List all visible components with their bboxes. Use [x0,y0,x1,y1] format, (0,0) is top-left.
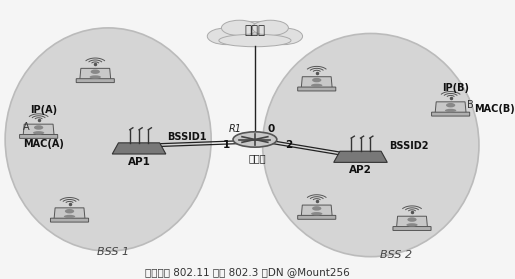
Text: BSS 2: BSS 2 [381,250,413,260]
Ellipse shape [90,75,101,79]
Polygon shape [397,216,427,227]
Ellipse shape [233,132,277,147]
Ellipse shape [65,209,74,213]
Text: AP1: AP1 [128,157,150,167]
Polygon shape [435,102,466,113]
Text: MAC(B): MAC(B) [474,104,514,114]
Ellipse shape [34,125,43,130]
Ellipse shape [263,33,479,257]
Text: 链路上的 802.11 帧和 802.3 帧DN @Mount256: 链路上的 802.11 帧和 802.3 帧DN @Mount256 [145,267,350,277]
Polygon shape [80,68,111,80]
Text: BSSID2: BSSID2 [389,141,428,151]
Text: R1: R1 [229,124,242,134]
Polygon shape [301,77,332,88]
Ellipse shape [312,206,321,211]
Text: MAC(A): MAC(A) [23,139,64,149]
Ellipse shape [64,215,75,218]
Ellipse shape [264,28,303,45]
Text: IP(A): IP(A) [30,105,57,115]
FancyBboxPatch shape [50,218,89,222]
Polygon shape [334,151,387,162]
FancyBboxPatch shape [298,87,336,91]
Text: BSSID1: BSSID1 [167,132,207,142]
Text: 0: 0 [268,124,275,134]
Ellipse shape [446,103,455,107]
Ellipse shape [91,69,100,74]
Ellipse shape [406,223,418,227]
Polygon shape [54,208,85,219]
FancyBboxPatch shape [298,215,336,219]
Text: 路由器: 路由器 [249,153,266,163]
Ellipse shape [445,109,456,112]
Polygon shape [23,124,54,135]
FancyBboxPatch shape [76,79,114,83]
Ellipse shape [312,78,321,82]
Text: IP(B): IP(B) [442,83,469,93]
Ellipse shape [207,28,246,45]
Text: 1: 1 [223,140,230,150]
Text: 因特网: 因特网 [245,24,265,37]
Text: AP2: AP2 [349,165,372,175]
Text: 2: 2 [285,140,292,150]
FancyBboxPatch shape [20,134,58,138]
Ellipse shape [407,217,417,222]
Ellipse shape [311,212,322,215]
Ellipse shape [221,20,258,36]
Ellipse shape [219,34,291,47]
Ellipse shape [232,21,278,40]
Ellipse shape [311,84,322,87]
Text: BSS 1: BSS 1 [97,247,129,258]
Ellipse shape [33,131,44,134]
Text: B: B [467,100,474,110]
Text: A: A [23,122,29,132]
FancyBboxPatch shape [393,227,431,230]
Ellipse shape [5,28,211,251]
Polygon shape [112,143,166,154]
Ellipse shape [252,20,288,36]
Polygon shape [301,205,332,216]
FancyBboxPatch shape [432,112,470,116]
